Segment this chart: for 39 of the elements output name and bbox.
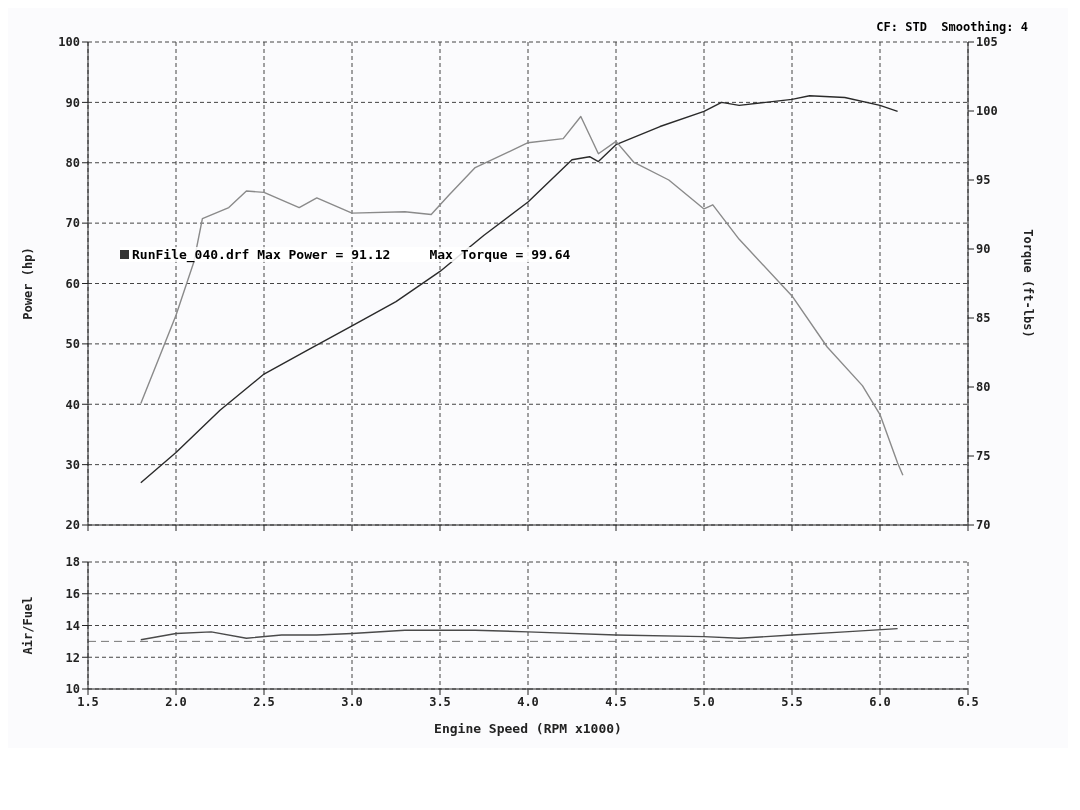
x-tick-label: 6.5 [957, 694, 979, 709]
x-tick-label: 2.5 [253, 694, 275, 709]
x-tick-label: 3.0 [341, 694, 363, 709]
y2-tick-label: 70 [976, 518, 991, 533]
y2-tick-label: 85 [976, 311, 991, 326]
x-tick-label: 4.0 [517, 694, 539, 709]
y-axis-title: Power (hp) [21, 247, 36, 320]
y2-tick-label: 90 [976, 242, 991, 257]
y-tick-label: 70 [65, 216, 80, 231]
y-tick-label: 80 [65, 156, 80, 171]
y2-tick-label: 75 [976, 449, 991, 464]
annotation: RunFile_040.drf Max Power = 91.12 Max Torque = 99.64 [132, 247, 571, 262]
y-tick-label: 40 [65, 397, 80, 412]
y-tick-label: 14 [65, 618, 80, 633]
x-tick-label: 6.0 [869, 694, 891, 709]
y-tick-label: 30 [65, 457, 80, 472]
x-tick-label: 3.5 [429, 694, 451, 709]
y-tick-label: 50 [65, 337, 80, 352]
y2-tick-label: 80 [976, 380, 991, 395]
x-tick-label: 5.0 [693, 694, 715, 709]
y-tick-label: 90 [65, 95, 80, 110]
y2-axis-title: Torque (ft-lbs) [1020, 229, 1035, 338]
y2-tick-label: 95 [976, 173, 991, 188]
y-tick-label: 100 [58, 35, 80, 50]
x-tick-label: 4.5 [605, 694, 627, 709]
y-axis-title: Air/Fuel [21, 596, 36, 655]
y-tick-label: 16 [65, 587, 80, 602]
x-axis-title: Engine Speed (RPM x1000) [434, 721, 622, 736]
text: CF: STD Smoothing: 4 [876, 20, 1028, 34]
y-tick-label: 10 [65, 682, 80, 697]
x-tick-label: 5.5 [781, 694, 803, 709]
y2-tick-label: 105 [976, 35, 998, 50]
x-tick-label: 2.0 [165, 694, 187, 709]
y2-tick-label: 100 [976, 104, 998, 119]
y-tick-label: 60 [65, 276, 80, 291]
x-tick-label: 1.5 [77, 694, 99, 709]
y-tick-label: 20 [65, 518, 80, 533]
y-tick-label: 18 [65, 555, 80, 570]
y-tick-label: 12 [65, 650, 80, 665]
